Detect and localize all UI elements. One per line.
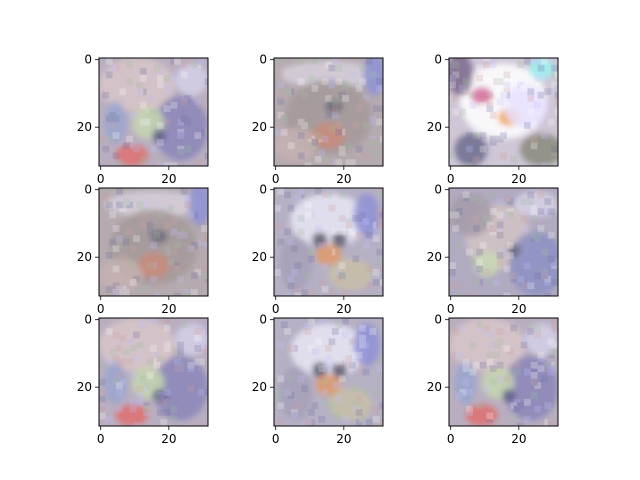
generated-image — [274, 318, 386, 429]
y-tick-label: 0 — [259, 183, 267, 197]
y-tick-label: 20 — [427, 380, 442, 394]
x-tick-label: 20 — [336, 432, 351, 446]
x-tick-label: 0 — [97, 302, 105, 316]
x-tick-label: 20 — [161, 172, 176, 186]
y-tick-label: 20 — [252, 250, 267, 264]
x-tick-label: 0 — [447, 302, 455, 316]
subplot-3: 0 20 0 20 — [427, 53, 564, 186]
subplot-1: 0 20 0 20 — [77, 53, 212, 186]
x-tick-label: 20 — [511, 302, 526, 316]
y-tick-label: 0 — [84, 183, 92, 197]
subplot-5: 0 20 0 20 — [252, 183, 387, 316]
x-tick-label: 0 — [447, 172, 455, 186]
y-tick-label: 20 — [252, 120, 267, 134]
x-tick-label: 0 — [272, 302, 280, 316]
subplot-9: 0 20 0 20 — [427, 313, 558, 446]
x-tick-label: 0 — [272, 172, 280, 186]
generated-image — [274, 53, 386, 170]
x-tick-label: 0 — [97, 172, 105, 186]
y-tick-label: 0 — [434, 183, 442, 197]
generated-image — [447, 53, 564, 170]
x-tick-label: 20 — [336, 172, 351, 186]
x-tick-label: 20 — [511, 432, 526, 446]
y-tick-label: 20 — [77, 120, 92, 134]
y-tick-label: 0 — [259, 313, 267, 327]
x-tick-label: 20 — [336, 302, 351, 316]
generated-image — [449, 318, 558, 429]
x-tick-label: 20 — [511, 172, 526, 186]
x-tick-label: 0 — [447, 432, 455, 446]
y-tick-label: 20 — [77, 380, 92, 394]
generated-image — [99, 58, 211, 169]
y-tick-label: 20 — [427, 250, 442, 264]
subplot-7: 0 20 0 20 — [77, 313, 212, 446]
y-tick-label: 0 — [434, 53, 442, 67]
generated-image — [99, 183, 211, 300]
x-tick-label: 0 — [272, 432, 280, 446]
subplot-8: 0 20 0 20 — [252, 313, 387, 446]
x-tick-label: 0 — [97, 432, 105, 446]
y-tick-label: 0 — [84, 313, 92, 327]
y-tick-label: 20 — [252, 380, 267, 394]
generated-image — [274, 188, 386, 299]
generated-image — [99, 318, 211, 429]
y-tick-label: 0 — [259, 53, 267, 67]
y-tick-label: 20 — [77, 250, 92, 264]
x-tick-label: 20 — [161, 432, 176, 446]
y-tick-label: 20 — [427, 120, 442, 134]
y-tick-label: 0 — [434, 313, 442, 327]
x-tick-label: 20 — [161, 302, 176, 316]
subplot-4: 0 20 0 20 — [77, 183, 212, 316]
subplot-6: 0 20 0 20 — [427, 183, 564, 316]
subplot-2: 0 20 0 20 — [252, 53, 387, 186]
generated-image — [449, 188, 563, 299]
y-tick-label: 0 — [84, 53, 92, 67]
